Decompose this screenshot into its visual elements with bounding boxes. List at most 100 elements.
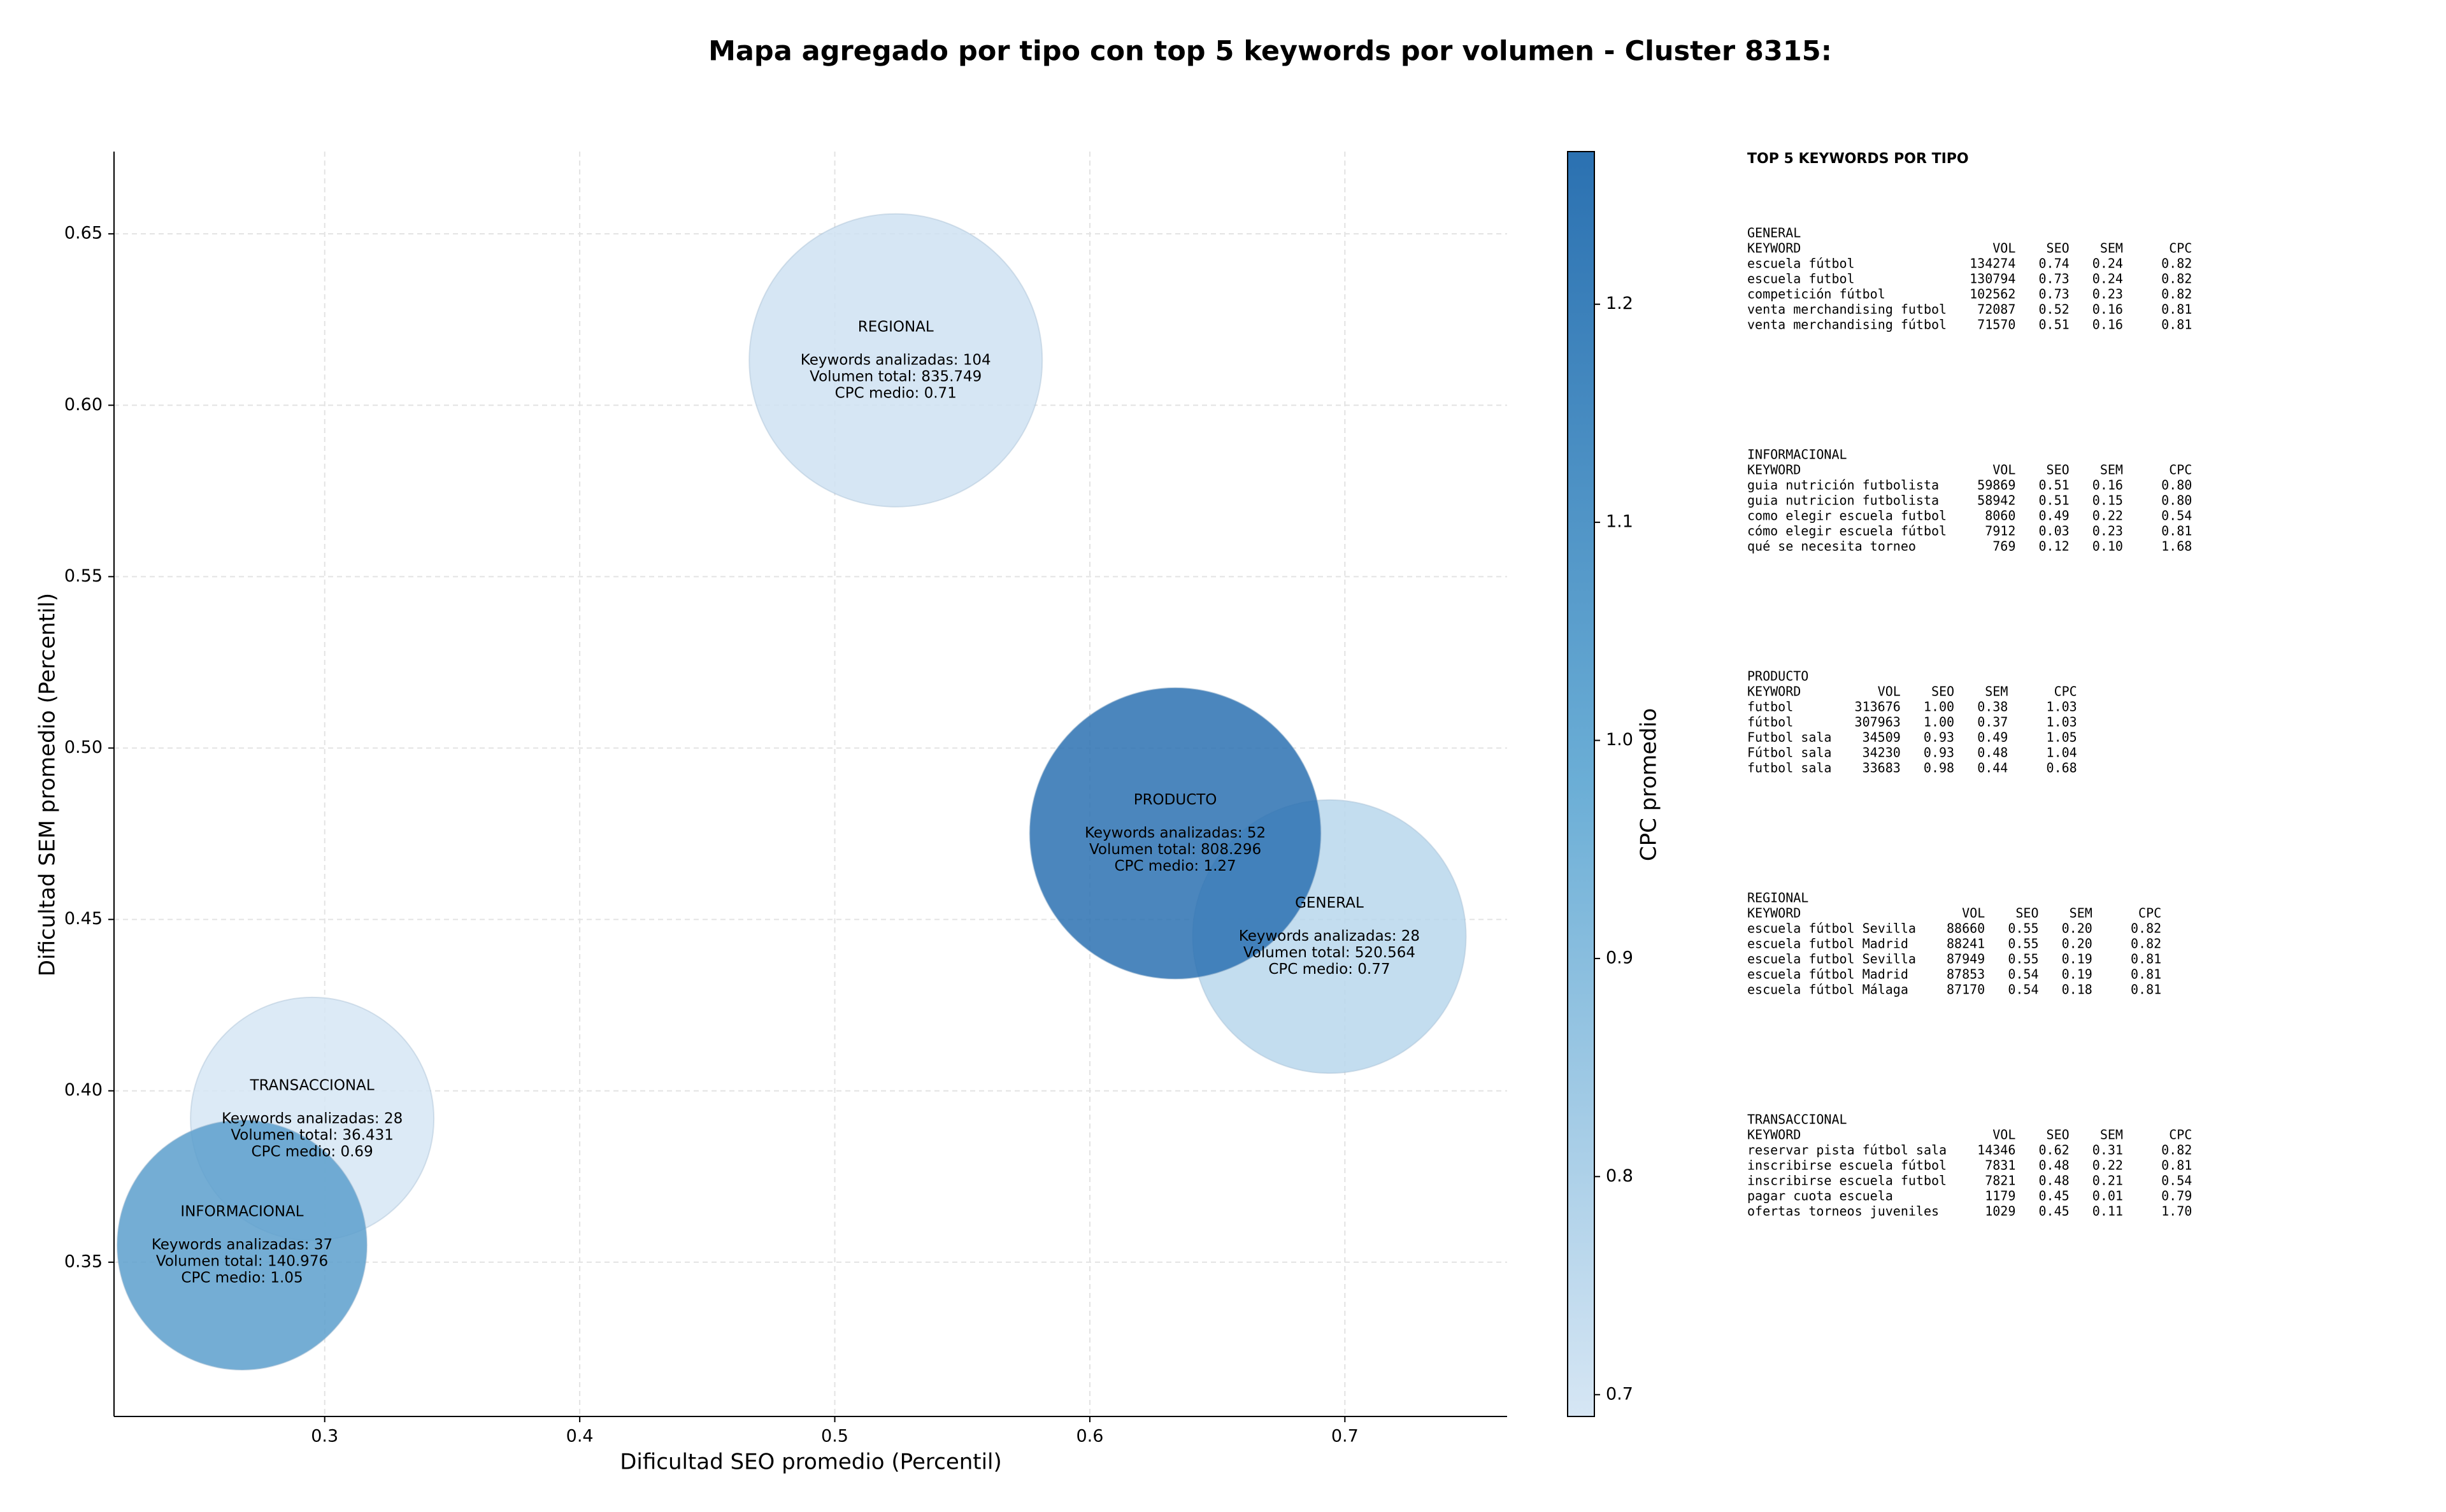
table-cell: 0.19 bbox=[2062, 967, 2092, 982]
table-cell: guia nutrición futbolista bbox=[1747, 478, 1939, 493]
table-cell: Fútbol sala bbox=[1747, 745, 1831, 760]
table-cell: 1.03 bbox=[2047, 715, 2077, 730]
table-header: SEO bbox=[2047, 462, 2070, 478]
colorbar-tick-label: 1.2 bbox=[1606, 294, 1633, 313]
table-header: SEO bbox=[2047, 1127, 2070, 1143]
table-cell: 0.03 bbox=[2039, 524, 2070, 539]
bubble-label: PRODUCTO bbox=[1134, 792, 1217, 808]
table-cell: escuela futbol Sevilla bbox=[1747, 952, 1916, 967]
table-cell: 0.98 bbox=[1924, 760, 1954, 776]
table-title: TRANSACCIONAL bbox=[1747, 1112, 1847, 1127]
colorbar-tick-label: 1.1 bbox=[1606, 512, 1633, 532]
table-cell: 0.82 bbox=[2131, 921, 2161, 936]
colorbar-tick-label: 0.8 bbox=[1606, 1166, 1633, 1186]
table-header: KEYWORD bbox=[1747, 1127, 1801, 1143]
bubble-label: REGIONAL bbox=[858, 318, 934, 335]
bubble-label: CPC medio: 0.71 bbox=[835, 385, 957, 401]
table-cell: 0.54 bbox=[2161, 1173, 2192, 1188]
y-tick-label: 0.55 bbox=[64, 566, 103, 586]
x-tick-label: 0.3 bbox=[311, 1427, 338, 1446]
table-cell: 0.49 bbox=[1977, 730, 2008, 745]
table-cell: 134274 bbox=[1970, 256, 2015, 271]
bubble-label: Keywords analizadas: 28 bbox=[1239, 928, 1420, 945]
table-cell: 0.54 bbox=[2161, 508, 2192, 524]
table-cell: 0.48 bbox=[2039, 1173, 2070, 1188]
table-cell: guia nutricion futbolista bbox=[1747, 493, 1939, 508]
table-cell: 1.00 bbox=[1924, 715, 1954, 730]
table-cell: 0.74 bbox=[2039, 256, 2070, 271]
chart-title: Mapa agregado por tipo con top 5 keyword… bbox=[708, 36, 1832, 68]
y-tick-label: 0.50 bbox=[64, 738, 103, 757]
table-cell: 0.22 bbox=[2092, 1158, 2123, 1173]
table-cell: 7821 bbox=[1985, 1173, 2015, 1188]
table-cell: 34230 bbox=[1863, 745, 1901, 760]
table-cell: 87170 bbox=[1947, 982, 1985, 997]
x-tick-label: 0.7 bbox=[1331, 1427, 1359, 1446]
table-header: CPC bbox=[2169, 241, 2192, 256]
table-cell: 1.68 bbox=[2161, 539, 2192, 554]
colorbar-tick-label: 0.7 bbox=[1606, 1384, 1633, 1404]
table-header: KEYWORD bbox=[1747, 241, 1801, 256]
table-cell: 87949 bbox=[1947, 952, 1985, 967]
table-cell: 0.73 bbox=[2039, 271, 2070, 287]
table-cell: 0.51 bbox=[2039, 317, 2070, 332]
table-cell: 0.45 bbox=[2039, 1188, 2070, 1204]
table-cell: 87853 bbox=[1947, 967, 1985, 982]
x-axis-label: Dificultad SEO promedio (Percentil) bbox=[620, 1450, 1002, 1475]
table-header: SEM bbox=[2100, 1127, 2123, 1143]
bubble-label: CPC medio: 1.05 bbox=[181, 1269, 303, 1286]
table-cell: 1.00 bbox=[1924, 699, 1954, 715]
table-cell: 71570 bbox=[1977, 317, 2015, 332]
table-cell: reservar pista fútbol sala bbox=[1747, 1143, 1947, 1158]
table-cell: 1.05 bbox=[2047, 730, 2077, 745]
table-cell: 0.11 bbox=[2092, 1204, 2123, 1219]
bubble-label: INFORMACIONAL bbox=[180, 1203, 303, 1220]
x-tick-label: 0.5 bbox=[821, 1427, 848, 1446]
table-cell: 0.48 bbox=[2039, 1158, 2070, 1173]
table-cell: 0.55 bbox=[2008, 936, 2038, 952]
bubble-label: CPC medio: 0.77 bbox=[1268, 961, 1390, 978]
table-cell: 0.93 bbox=[1924, 730, 1954, 745]
table-cell: escuela fútbol Sevilla bbox=[1747, 921, 1916, 936]
bubble-label: Volumen total: 520.564 bbox=[1243, 945, 1415, 961]
bubble-label: CPC medio: 0.69 bbox=[252, 1143, 373, 1160]
table-cell: escuela futbol Madrid bbox=[1747, 936, 1908, 952]
table-title: GENERAL bbox=[1747, 225, 1801, 241]
panel-title: TOP 5 KEYWORDS POR TIPO bbox=[1747, 151, 1969, 167]
table-cell: venta merchandising futbol bbox=[1747, 302, 1947, 317]
table-header: VOL bbox=[1992, 241, 2015, 256]
table-header: SEM bbox=[2100, 462, 2123, 478]
bubble-label: Keywords analizadas: 28 bbox=[222, 1110, 403, 1127]
table-cell: 0.82 bbox=[2161, 271, 2192, 287]
table-cell: 0.51 bbox=[2039, 478, 2070, 493]
table-header: CPC bbox=[2054, 684, 2077, 699]
table-cell: 0.20 bbox=[2062, 936, 2092, 952]
table-cell: 0.52 bbox=[2039, 302, 2070, 317]
table-cell: futbol sala bbox=[1747, 760, 1831, 776]
bubble bbox=[116, 1119, 368, 1371]
table-cell: 307963 bbox=[1855, 715, 1901, 730]
table-cell: futbol bbox=[1747, 699, 1793, 715]
bubble-label: Volumen total: 808.296 bbox=[1089, 841, 1261, 858]
table-cell: Futbol sala bbox=[1747, 730, 1831, 745]
table-header: SEM bbox=[2100, 241, 2123, 256]
table-cell: 88660 bbox=[1947, 921, 1985, 936]
table-header: CPC bbox=[2169, 1127, 2192, 1143]
x-tick-label: 0.6 bbox=[1076, 1427, 1103, 1446]
table-cell: 72087 bbox=[1977, 302, 2015, 317]
table-cell: escuela fútbol Madrid bbox=[1747, 967, 1908, 982]
table-header: SEO bbox=[2047, 241, 2070, 256]
table-header: KEYWORD bbox=[1747, 462, 1801, 478]
bubble-label: Volumen total: 835.749 bbox=[810, 368, 982, 385]
table-cell: 1179 bbox=[1985, 1188, 2015, 1204]
table-header: SEO bbox=[1931, 684, 1954, 699]
table-cell: 0.48 bbox=[1977, 745, 2008, 760]
colorbar-tick-label: 0.9 bbox=[1606, 948, 1633, 967]
table-header: SEM bbox=[2070, 906, 2092, 921]
table-cell: ofertas torneos juveniles bbox=[1747, 1204, 1939, 1219]
table-cell: 0.44 bbox=[1977, 760, 2008, 776]
table-cell: escuela futbol bbox=[1747, 271, 1855, 287]
table-cell: escuela fútbol Málaga bbox=[1747, 982, 1908, 997]
y-tick-label: 0.35 bbox=[64, 1252, 103, 1271]
